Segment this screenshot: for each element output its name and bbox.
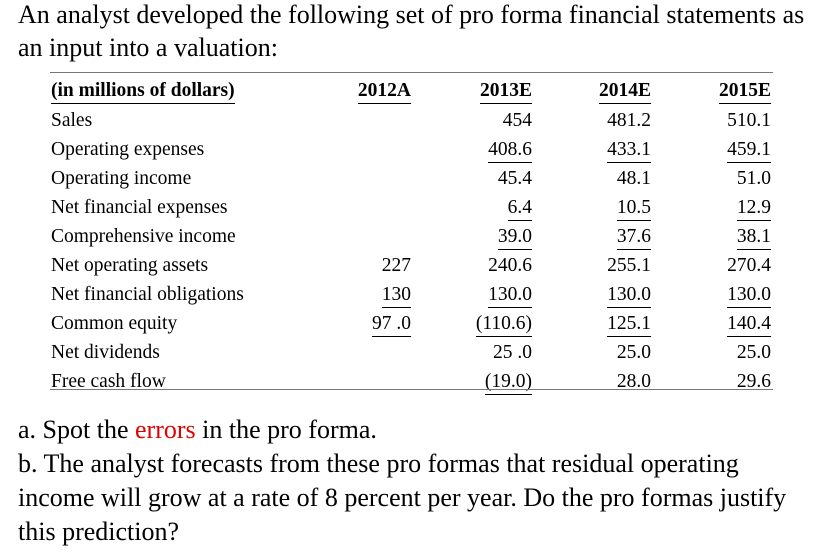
row-label: Comprehensive income xyxy=(51,226,236,247)
header-2015e: 2015E xyxy=(718,79,771,104)
row-label: Operating expenses xyxy=(51,139,205,160)
table-row: Free cash flow (19.0) 28.0 29.6 xyxy=(50,367,773,396)
question-a: a. Spot the errors in the pro forma. xyxy=(18,413,818,447)
table-cell: 48.1 xyxy=(616,168,651,189)
table-bottom-rule xyxy=(50,389,773,390)
table-cell: 10.5 xyxy=(616,196,651,221)
table-row: Comprehensive income 39.0 37.6 38.1 xyxy=(50,222,773,251)
table-row: Net dividends 25 .0 25.0 25.0 xyxy=(50,338,773,367)
table-cell: 130.0 xyxy=(488,283,532,308)
table-body: Sales 454 481.2 510.1 Operating expenses 408.… xyxy=(50,106,773,396)
table-cell: 97 .0 xyxy=(372,312,411,337)
table-cell: 130.0 xyxy=(607,283,651,308)
table-cell: 481.2 xyxy=(607,110,651,131)
table-row: Net financial obligations 130 130.0 130.0 13… xyxy=(50,280,773,309)
table-row: Sales 454 481.2 510.1 xyxy=(50,106,773,135)
table-cell: 25 .0 xyxy=(493,342,532,363)
table-cell: 12.9 xyxy=(736,196,771,221)
table-row: Net operating assets 227 240.6 255.1 270.4 xyxy=(50,251,773,280)
table-cell: 270.4 xyxy=(727,255,771,276)
row-label: Net financial obligations xyxy=(51,284,244,305)
question-a-prefix: a. Spot the xyxy=(18,415,135,444)
table-cell: 125.1 xyxy=(607,312,651,337)
table-cell: 25.0 xyxy=(736,342,771,363)
table-cell: 130 xyxy=(381,283,411,308)
header-2012a: 2012A xyxy=(357,79,411,104)
table-cell: 408.6 xyxy=(488,138,532,163)
question-a-suffix: in the pro forma. xyxy=(195,415,377,444)
header-2014e: 2014E xyxy=(598,79,651,104)
table-row: Operating expenses 408.6 433.1 459.1 xyxy=(50,135,773,164)
row-label: Operating income xyxy=(51,168,192,189)
table-cell: 130.0 xyxy=(727,283,771,308)
table-row: Common equity 97 .0 (110.6) 125.1 140.4 xyxy=(50,309,773,338)
table-cell: 45.4 xyxy=(497,168,532,189)
questions: a. Spot the errors in the pro forma. b. … xyxy=(18,413,818,549)
table-cell: 227 xyxy=(381,255,411,276)
row-label: Net dividends xyxy=(51,342,160,363)
table-cell: 6.4 xyxy=(507,196,532,221)
table-cell: 25.0 xyxy=(616,342,651,363)
row-label: Net operating assets xyxy=(51,255,209,276)
table-header-row: (in millions of dollars) 2012A 2013E 201… xyxy=(50,73,773,106)
table-cell: 39.0 xyxy=(497,225,532,250)
table-row: Net financial expenses 6.4 10.5 12.9 xyxy=(50,193,773,222)
table-cell: 510.1 xyxy=(727,110,771,131)
table-cell: 433.1 xyxy=(607,138,651,163)
table-cell: 28.0 xyxy=(616,371,651,392)
table-cell: 459.1 xyxy=(727,138,771,163)
table-cell: (19.0) xyxy=(484,370,532,395)
table-cell: 29.6 xyxy=(736,371,771,392)
header-units: (in millions of dollars) xyxy=(51,79,235,104)
intro-paragraph: An analyst developed the following set o… xyxy=(18,0,805,62)
pro-forma-table: (in millions of dollars) 2012A 2013E 201… xyxy=(50,72,773,396)
table-cell: 454 xyxy=(502,110,532,131)
row-label: Net financial expenses xyxy=(51,197,228,218)
table-cell: 240.6 xyxy=(488,255,532,276)
table-row: Operating income 45.4 48.1 51.0 xyxy=(50,164,773,193)
table-cell: 255.1 xyxy=(607,255,651,276)
table-cell: (110.6) xyxy=(475,312,532,337)
table-cell: 37.6 xyxy=(616,225,651,250)
table-cell: 38.1 xyxy=(736,225,771,250)
question-a-highlight: errors xyxy=(135,415,196,444)
row-label: Sales xyxy=(51,110,93,131)
row-label: Free cash flow xyxy=(51,371,166,392)
header-2013e: 2013E xyxy=(479,79,532,104)
table-cell: 140.4 xyxy=(727,312,771,337)
question-b: b. The analyst forecasts from these pro … xyxy=(18,449,787,546)
row-label: Common equity xyxy=(51,313,178,334)
table-cell: 51.0 xyxy=(736,168,771,189)
